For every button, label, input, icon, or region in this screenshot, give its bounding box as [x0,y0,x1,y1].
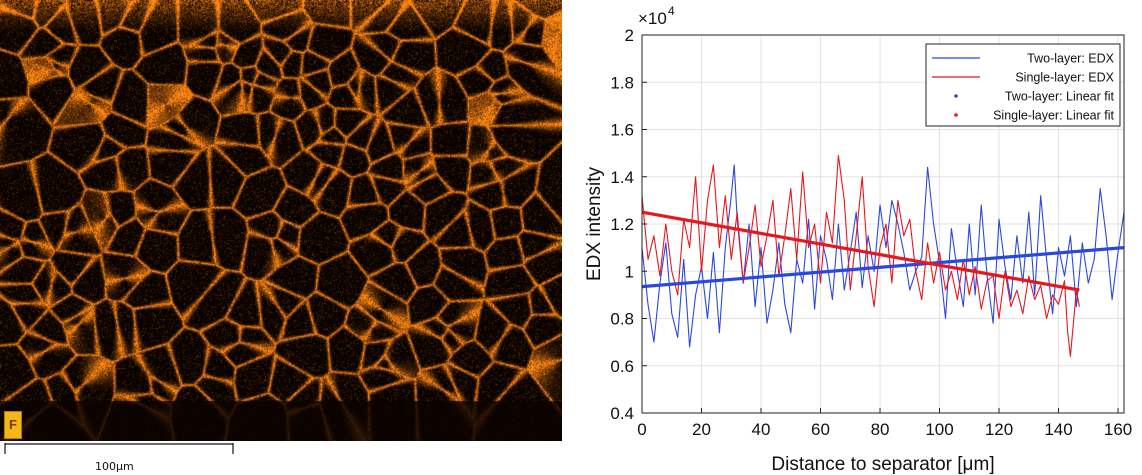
element-badge: F [4,411,22,439]
y-axis-label: EDX intensity [584,166,605,281]
x-tick-label: 60 [811,420,830,439]
legend-label: Single-layer: EDX [1015,71,1114,85]
x-tick-label: 120 [985,420,1013,439]
legend-label: Single-layer: Linear fit [993,109,1114,123]
y-tick-label: 0.8 [610,310,634,329]
series-line-two-layer-edx [641,164,1125,348]
y-tick-label: 1 [625,262,634,281]
x-tick-label: 160 [1104,420,1132,439]
y-multiplier: ×10 4 [638,4,675,28]
y-tick-label: 2 [625,26,634,45]
chart-series [641,154,1125,357]
y-tick-label: 0.6 [610,357,634,376]
fit-line-single-layer-linear-fit [641,210,1080,292]
legend-marker [954,94,958,98]
fit-line-two-layer-linear-fit [641,246,1125,289]
y-multiplier-label: ×10 [638,9,667,28]
chart-ticks: 0 20 40 60 80 100 120 140 160 0.4 0.6 0.8 1 1.2 1.4 1.6… [610,26,1132,439]
scale-bar-label: 100μm [95,460,134,473]
legend-box [925,43,1121,127]
x-tick-label: 140 [1044,420,1072,439]
y-multiplier-exponent: 4 [668,4,675,18]
y-tick-label: 1.4 [610,168,634,187]
chart-legend: Two-layer: EDX Single-layer: EDX Two-layer… [925,43,1121,127]
series-line-single-layer-edx [641,154,1080,357]
x-tick-label: 80 [871,420,890,439]
edx-intensity-chart: 0 20 40 60 80 100 120 140 160 0.4 0.6 0.8 1 1.2 1.4 1.6… [584,4,1132,475]
x-tick-label: 20 [692,420,711,439]
x-tick-label: 40 [752,420,771,439]
x-tick-label: 0 [637,420,646,439]
y-tick-label: 0.4 [610,404,634,423]
y-tick-label: 1.6 [610,121,634,140]
x-axis-label: Distance to separator [μm] [771,454,994,475]
y-tick-label: 1.2 [610,215,634,234]
edx-map-image [0,0,562,441]
y-tick-label: 1.8 [610,73,634,92]
legend-marker [954,113,958,117]
legend-label: Two-layer: Linear fit [1005,90,1115,104]
x-tick-label: 100 [925,420,953,439]
legend-label: Two-layer: EDX [1027,52,1114,66]
edx-fluorine-map: F [0,0,562,441]
scale-bar [4,443,234,454]
